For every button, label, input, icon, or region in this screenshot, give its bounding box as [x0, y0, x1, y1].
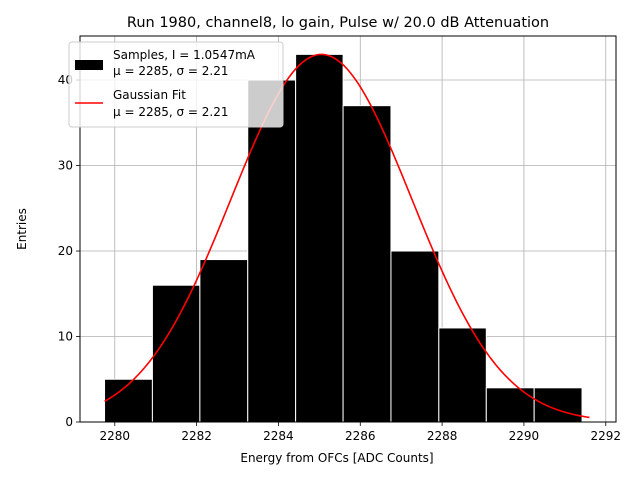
x-tick-label: 2284 — [263, 429, 294, 443]
legend-fit-stats: μ = 2285, σ = 2.21 — [113, 105, 229, 119]
histogram-bar — [151, 284, 201, 423]
legend-histogram-stats: μ = 2285, σ = 2.21 — [113, 64, 229, 78]
y-tick-label: 0 — [65, 415, 73, 429]
y-tick-label: 30 — [58, 159, 73, 173]
y-axis-label: Entries — [15, 208, 29, 250]
histogram-bar — [247, 79, 297, 423]
legend-histogram-label: Samples, I = 1.0547mA — [113, 48, 256, 62]
chart-title: Run 1980, channel8, lo gain, Pulse w/ 20… — [127, 15, 549, 31]
legend-histogram-swatch — [75, 60, 103, 70]
histogram-bar — [199, 259, 249, 423]
x-tick-label: 2290 — [509, 429, 540, 443]
y-tick-label: 10 — [58, 330, 73, 344]
histogram-bar — [438, 327, 487, 423]
legend: Samples, I = 1.0547mA μ = 2285, σ = 2.21… — [68, 41, 284, 128]
histogram-bar — [390, 250, 440, 423]
plot-frame — [79, 35, 617, 423]
histogram-bar — [104, 378, 153, 423]
gaussian-fit-line — [104, 53, 590, 419]
histogram-bar — [295, 53, 344, 423]
legend-fit-label: Gaussian Fit — [113, 88, 186, 102]
histogram-bar — [342, 105, 392, 423]
x-axis-ticks: 2280 2282 2284 2286 2288 2290 2292 — [100, 422, 621, 443]
x-tick-label: 2288 — [427, 429, 458, 443]
x-axis-label: Energy from OFCs [ADC Counts] — [240, 451, 433, 465]
y-tick-label: 20 — [58, 244, 73, 258]
legend-box — [68, 41, 284, 128]
x-tick-label: 2280 — [100, 429, 131, 443]
histogram-bar — [485, 387, 535, 423]
x-tick-label: 2292 — [590, 429, 621, 443]
x-tick-label: 2286 — [345, 429, 376, 443]
histogram-bar — [533, 387, 583, 423]
x-tick-label: 2282 — [181, 429, 212, 443]
histogram-bars — [104, 53, 583, 423]
